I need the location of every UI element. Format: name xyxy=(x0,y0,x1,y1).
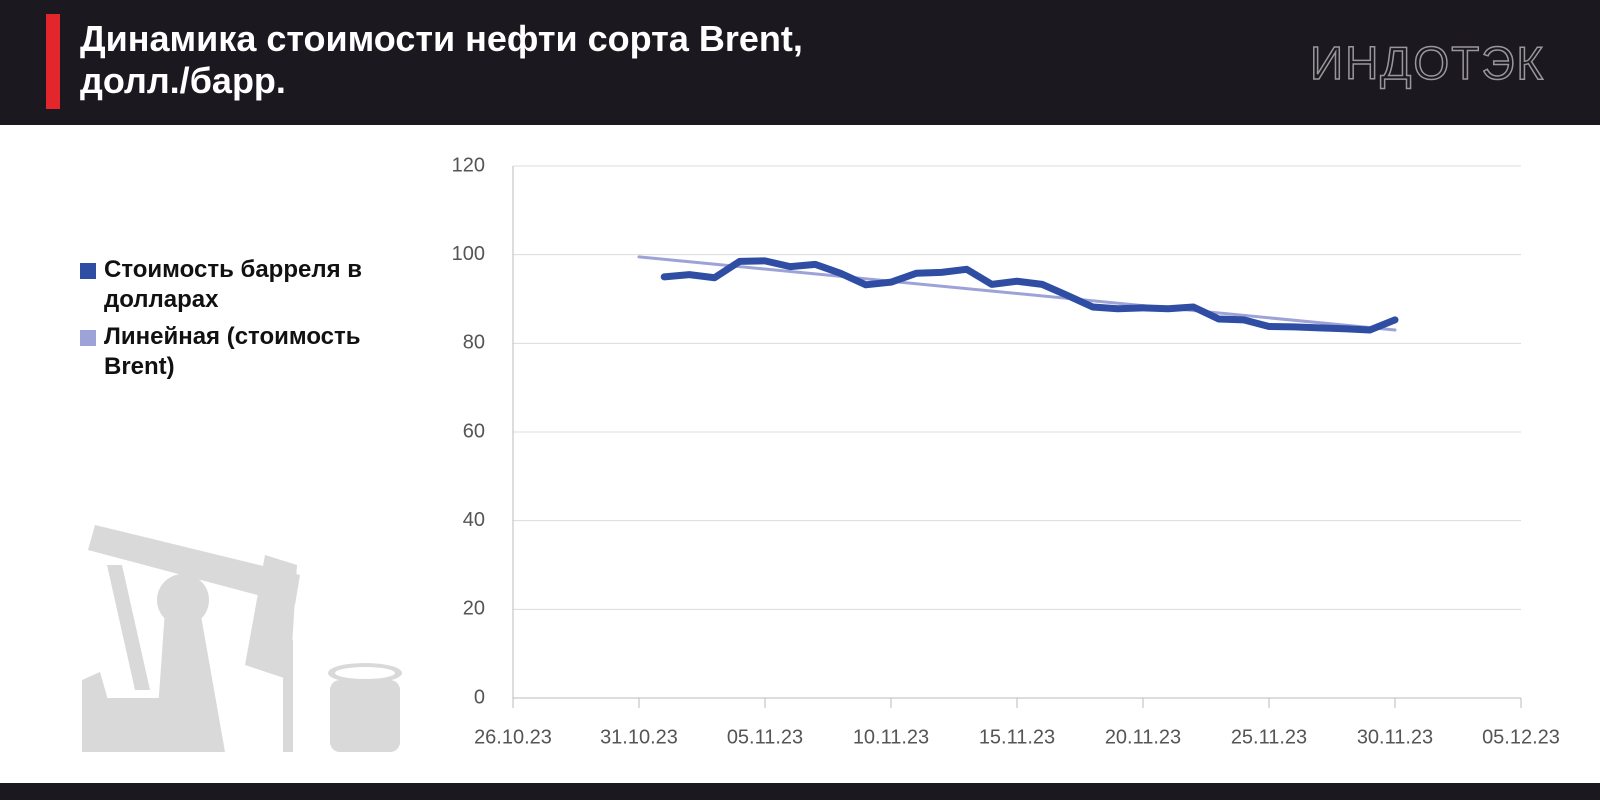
x-tick-label: 05.12.23 xyxy=(1482,726,1560,748)
header: Динамика стоимости нефти сорта Brent, до… xyxy=(0,0,1600,125)
legend-swatch xyxy=(80,330,96,346)
x-tick-label: 31.10.23 xyxy=(600,726,678,748)
barrel-top xyxy=(335,667,395,679)
y-tick-label: 20 xyxy=(463,598,485,620)
trend-line xyxy=(637,255,1397,332)
chart-title: Динамика стоимости нефти сорта Brent, до… xyxy=(80,18,803,101)
footer xyxy=(0,783,1600,800)
price-line xyxy=(660,257,1399,334)
y-tick-label: 0 xyxy=(474,686,485,708)
legend-label: Стоимость барреля в долларах xyxy=(104,256,362,313)
pump-jack-illustration xyxy=(82,525,402,752)
legend-label: Линейная (стоимость Brent) xyxy=(104,323,361,380)
x-tick-label: 20.11.23 xyxy=(1105,726,1181,748)
accent-bar xyxy=(46,14,60,109)
x-tick-label: 10.11.23 xyxy=(853,726,929,748)
x-tick-label: 25.11.23 xyxy=(1231,726,1307,748)
x-tick-label: 26.10.23 xyxy=(474,726,552,748)
y-tick-label: 40 xyxy=(463,509,485,531)
y-tick-label: 100 xyxy=(452,243,485,265)
y-tick-label: 120 xyxy=(452,154,485,176)
legend-swatch xyxy=(80,263,96,279)
legend-item: Линейная (стоимость Brent) xyxy=(80,322,404,382)
legend-item: Стоимость барреля в долларах xyxy=(80,255,404,315)
x-tick-label: 15.11.23 xyxy=(979,726,1055,748)
logo: ИНДОТЭК xyxy=(1309,36,1546,90)
x-tick-label: 30.11.23 xyxy=(1357,726,1433,748)
x-tick-label: 05.11.23 xyxy=(727,726,803,748)
y-tick-label: 80 xyxy=(463,332,485,354)
y-tick-label: 60 xyxy=(463,420,485,442)
